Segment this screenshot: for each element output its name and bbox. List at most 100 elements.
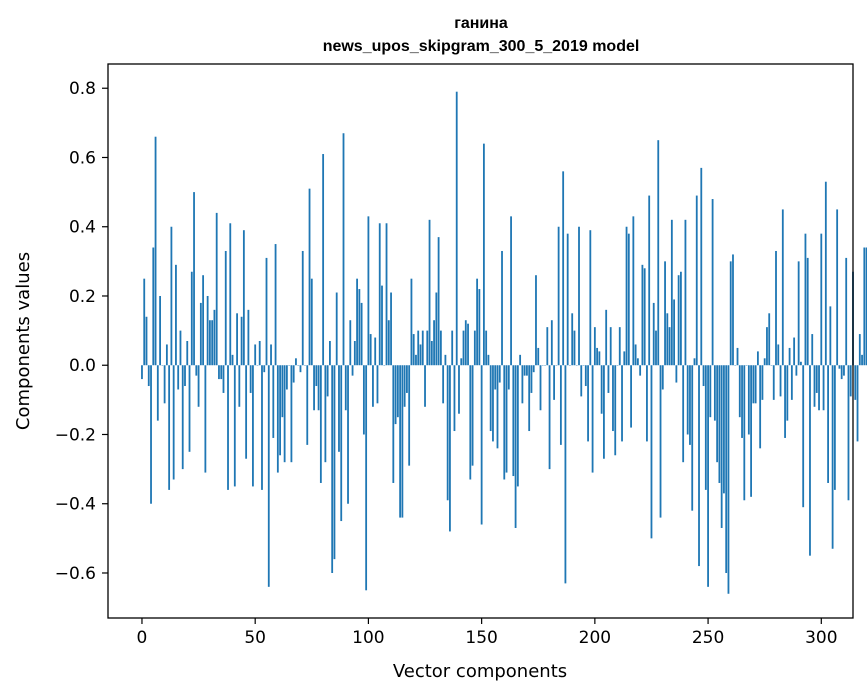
bar-182	[553, 365, 555, 400]
bar-226	[652, 302, 655, 366]
bar-198	[589, 230, 592, 366]
bar-101	[369, 334, 372, 366]
bar-300	[820, 233, 823, 366]
bar-184	[557, 226, 560, 366]
bar-19	[184, 365, 186, 387]
bar-317	[858, 334, 861, 366]
y-tick-label-2: −0.2	[55, 425, 96, 445]
y-tick-label-7: 0.8	[69, 79, 96, 99]
bar-10	[163, 365, 166, 404]
bar-77	[315, 365, 318, 387]
bar-203	[600, 365, 603, 414]
bar-120	[412, 334, 415, 366]
bar-260	[729, 261, 732, 366]
bar-308	[838, 365, 841, 369]
bar-89	[342, 133, 345, 366]
bar-15	[175, 264, 177, 366]
bar-217	[632, 216, 635, 366]
bar-6	[154, 136, 157, 366]
bar-293	[804, 233, 807, 366]
bar-152	[485, 330, 488, 366]
bar-127	[428, 219, 431, 366]
bar-225	[650, 365, 653, 539]
bar-109	[387, 320, 390, 366]
bar-222	[643, 268, 646, 366]
bar-100	[367, 216, 370, 366]
bar-187	[564, 365, 567, 584]
bar-266	[743, 365, 746, 501]
bar-93	[351, 365, 354, 376]
chart-title-line-2: news_upos_skipgram_300_5_2019 model	[323, 38, 640, 55]
bar-255	[718, 365, 721, 483]
bar-320	[865, 247, 867, 366]
bar-54	[263, 365, 266, 373]
bar-164	[512, 365, 515, 477]
bar-95	[356, 278, 358, 366]
bar-167	[519, 354, 522, 366]
bar-232	[666, 313, 669, 366]
bar-296	[811, 334, 814, 366]
bar-291	[800, 361, 802, 366]
bar-90	[344, 365, 347, 411]
bar-214	[625, 226, 628, 366]
bar-14	[172, 365, 175, 480]
bar-136	[449, 365, 451, 532]
bar-245	[695, 195, 698, 366]
bar-259	[727, 365, 730, 594]
bar-149	[478, 289, 481, 366]
bar-249	[704, 365, 707, 490]
bar-284	[784, 365, 786, 438]
bar-13	[170, 226, 173, 366]
bar-270	[752, 365, 755, 404]
bar-121	[415, 354, 417, 366]
bar-205	[605, 309, 608, 366]
bar-295	[809, 365, 811, 556]
bar-201	[596, 347, 599, 366]
bar-118	[408, 365, 411, 466]
bar-261	[732, 254, 734, 366]
bar-168	[521, 365, 524, 404]
plot-frame	[107, 63, 854, 619]
bar-24	[195, 365, 198, 376]
bar-114	[399, 365, 402, 518]
bar-271	[754, 365, 757, 404]
bar-59	[274, 244, 277, 366]
bar-20	[186, 341, 189, 366]
bar-73	[306, 365, 309, 445]
bar-48	[249, 365, 252, 393]
bar-173	[532, 365, 535, 373]
bar-316	[856, 365, 859, 442]
bar-79	[319, 365, 322, 483]
bar-216	[630, 365, 632, 428]
bar-78	[317, 365, 320, 411]
bar-157	[496, 365, 499, 449]
bar-306	[833, 365, 836, 490]
bar-18	[181, 365, 184, 470]
bar-297	[813, 365, 816, 407]
y-tick-label-0: −0.6	[55, 564, 96, 584]
bar-38	[227, 365, 229, 490]
bar-298	[815, 365, 818, 393]
bar-248	[702, 365, 705, 387]
bar-132	[439, 330, 442, 366]
bar-268	[747, 365, 750, 435]
bar-133	[442, 365, 445, 404]
bar-286	[788, 347, 791, 366]
bar-242	[689, 365, 691, 445]
bar-1	[143, 278, 146, 366]
bar-241	[686, 365, 689, 435]
bar-45	[242, 230, 245, 366]
bar-199	[591, 365, 594, 473]
bar-279	[772, 365, 775, 400]
bar-71	[301, 250, 304, 366]
bar-58	[272, 365, 275, 438]
bar-57	[270, 344, 272, 366]
bar-141	[460, 358, 463, 366]
bar-84	[331, 365, 334, 573]
bar-102	[372, 365, 374, 407]
x-tick-label-100: 100	[352, 628, 384, 648]
bar-275	[763, 358, 766, 366]
bar-96	[358, 289, 361, 366]
bar-289	[795, 365, 798, 376]
bar-247	[700, 167, 703, 366]
